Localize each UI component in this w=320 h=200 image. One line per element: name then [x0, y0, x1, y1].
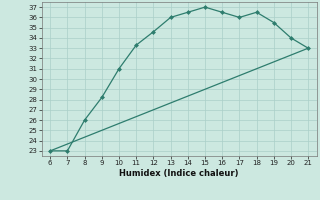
X-axis label: Humidex (Indice chaleur): Humidex (Indice chaleur) — [119, 169, 239, 178]
